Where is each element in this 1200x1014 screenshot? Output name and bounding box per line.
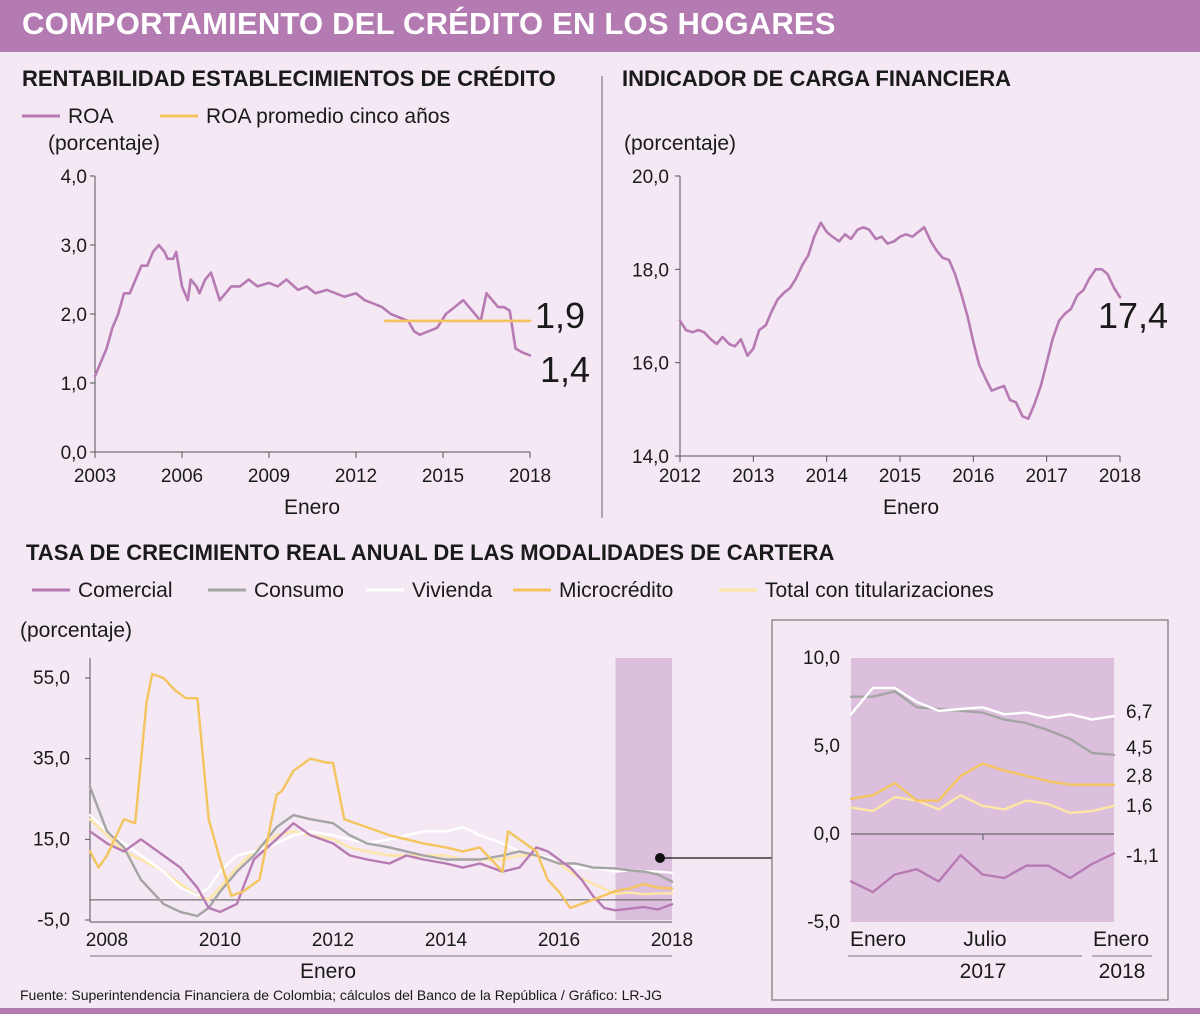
cartera-highlight-band <box>615 658 672 920</box>
cartera-series-line-4 <box>88 672 674 910</box>
roa-x-label: Enero <box>284 496 340 519</box>
carga-y-tick: 20,0 <box>632 167 669 188</box>
inset-x-tick-start: Enero <box>850 928 906 951</box>
carga-chart-title: INDICADOR DE CARGA FINANCIERA <box>622 66 1011 91</box>
cartera-legend-2-label: Consumo <box>254 579 344 602</box>
cartera-x-tick: 2016 <box>538 930 580 951</box>
roa-y-unit: (porcentaje) <box>48 132 160 155</box>
inset-end-label: 1,6 <box>1126 796 1152 817</box>
carga-x-tick: 2014 <box>806 466 849 487</box>
carga-x-tick: 2012 <box>659 466 701 487</box>
carga-series-line <box>678 221 1122 420</box>
carga-end-label: 17,4 <box>1098 295 1168 336</box>
roa-x-tick: 2018 <box>509 466 551 487</box>
carga-y-unit: (porcentaje) <box>624 132 736 155</box>
cartera-x-tick: 2010 <box>199 930 241 951</box>
inset-end-label: 6,7 <box>1126 702 1152 723</box>
carga-x-tick: 2017 <box>1026 466 1068 487</box>
cartera-series-line-3 <box>88 813 674 897</box>
inset-series-line-5 <box>849 794 1116 815</box>
inset-x-tick-mid: Julio <box>963 928 1006 951</box>
inset-series-line-2 <box>849 690 1116 756</box>
carga-y-tick: 18,0 <box>632 260 669 281</box>
cartera-legend-4-label: Microcrédito <box>559 579 673 602</box>
cartera-y-tick: 55,0 <box>33 668 70 689</box>
cartera-series-line-1 <box>88 822 674 914</box>
inset-box <box>771 619 1169 1001</box>
inset-end-label: 4,5 <box>1126 738 1152 759</box>
roa-x-tick: 2015 <box>422 466 464 487</box>
carga-x-label: Enero <box>883 496 939 519</box>
cartera-x-tick: 2014 <box>425 930 468 951</box>
inset-highlight-band <box>851 658 1114 922</box>
cartera-y-tick: 35,0 <box>33 749 70 770</box>
cartera-y-tick: 15,0 <box>33 829 70 850</box>
inset-group-label-2017: 2017 <box>960 960 1007 983</box>
cartera-chart-title: TASA DE CRECIMIENTO REAL ANUAL DE LAS MO… <box>26 540 834 565</box>
roa-x-tick: 2006 <box>161 466 203 487</box>
cartera-x-tick: 2012 <box>312 930 354 951</box>
roa-x-tick: 2012 <box>335 466 377 487</box>
roa-x-tick: 2003 <box>74 466 116 487</box>
inset-end-label: -1,1 <box>1126 846 1159 867</box>
bottom-bar <box>0 1008 1200 1014</box>
roa-y-tick: 0,0 <box>61 443 87 464</box>
cartera-legend-3-label: Vivienda <box>412 579 492 602</box>
carga-x-tick: 2016 <box>952 466 994 487</box>
inset-end-label: 2,8 <box>1126 766 1152 787</box>
cartera-y-unit: (porcentaje) <box>20 619 132 642</box>
page-title: COMPORTAMIENTO DEL CRÉDITO EN LOS HOGARE… <box>22 6 836 41</box>
roa-avg-end-label: 1,9 <box>535 295 585 336</box>
inset-series-line-1 <box>849 852 1116 894</box>
roa-series-line <box>93 243 532 378</box>
roa-end-label: 1,4 <box>540 349 590 390</box>
inset-series-line-3 <box>849 686 1116 721</box>
carga-x-tick: 2015 <box>879 466 921 487</box>
carga-x-tick: 2013 <box>732 466 774 487</box>
cartera-legend-1-label: Comercial <box>78 579 173 602</box>
cartera-x-tick: 2008 <box>86 930 128 951</box>
inset-x-tick-end: Enero <box>1093 928 1149 951</box>
inset-group-label-2018: 2018 <box>1099 960 1146 983</box>
roa-y-tick: 4,0 <box>61 167 87 188</box>
cartera-legend-5-label: Total con titularizaciones <box>765 579 994 602</box>
cartera-x-label: Enero <box>300 960 356 983</box>
roa-legend-roa-label: ROA <box>68 105 114 128</box>
roa-y-tick: 2,0 <box>61 305 87 326</box>
roa-y-tick: 1,0 <box>61 374 87 395</box>
roa-legend-avg-label: ROA promedio cinco años <box>206 105 450 128</box>
inset-y-tick: 10,0 <box>803 648 840 669</box>
inset-y-tick: -5,0 <box>807 912 840 933</box>
roa-y-tick: 3,0 <box>61 236 87 257</box>
inset-y-tick: 0,0 <box>814 824 840 845</box>
cartera-y-tick: -5,0 <box>37 910 70 931</box>
source-note: Fuente: Superintendencia Financiera de C… <box>20 987 662 1003</box>
cartera-series-line-5 <box>88 818 674 901</box>
title-banner: COMPORTAMIENTO DEL CRÉDITO EN LOS HOGARE… <box>0 0 1200 52</box>
roa-chart-title: RENTABILIDAD ESTABLECIMIENTOS DE CRÉDITO <box>22 66 556 91</box>
cartera-series-line-2 <box>88 785 674 918</box>
inset-series-line-4 <box>849 762 1116 802</box>
cartera-x-tick: 2018 <box>651 930 693 951</box>
carga-x-tick: 2018 <box>1099 466 1141 487</box>
roa-x-tick: 2009 <box>248 466 290 487</box>
carga-y-tick: 16,0 <box>632 354 669 375</box>
carga-y-tick: 14,0 <box>632 447 669 468</box>
inset-y-tick: 5,0 <box>814 736 840 757</box>
